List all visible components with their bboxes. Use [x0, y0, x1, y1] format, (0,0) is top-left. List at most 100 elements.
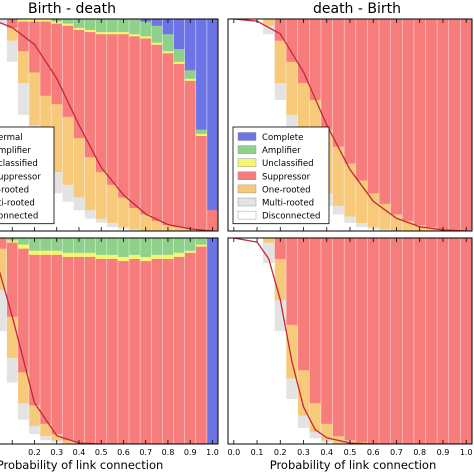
- bar-segment-amplifier: [62, 238, 74, 253]
- bar-segment-suppressor: [286, 19, 299, 62]
- bar-segment-amplifier: [129, 19, 141, 35]
- bar-segment-unclassified: [129, 254, 141, 259]
- bar-segment-suppressor: [140, 38, 152, 215]
- bar-segment-multi-rooted: [262, 25, 275, 35]
- bar-segment-multi-rooted: [332, 205, 345, 215]
- bar-segment-suppressor: [379, 238, 392, 444]
- bar-segment-amplifier: [73, 19, 85, 28]
- bar-segment-one-rooted: [286, 324, 299, 379]
- bar-segment-unclassified: [40, 250, 52, 255]
- bar-segment-suppressor: [140, 260, 152, 444]
- bar-segment-one-rooted: [17, 50, 30, 83]
- fit-curve: [233, 19, 467, 231]
- bar-segment-amplifier: [129, 238, 141, 255]
- bar-segment-multi-rooted: [0, 19, 8, 24]
- bar-segment-suppressor: [402, 19, 415, 221]
- bar-segment-disconnected: [106, 226, 119, 231]
- bar-segment-one-rooted: [40, 423, 52, 437]
- legend-swatch-suppressor: [237, 171, 257, 181]
- bar-segment-multi-rooted: [274, 82, 287, 100]
- bar-segment-unclassified: [40, 19, 52, 22]
- legend: Complete Amplifier Unclassified Suppressor O…: [232, 126, 330, 225]
- legend: ermal mplifier classified uppressor -rooted t…: [0, 126, 55, 225]
- bar-segment-disconnected: [239, 238, 252, 444]
- bar-segment-disconnected: [62, 201, 74, 231]
- legend-label-unclassified: classified: [0, 159, 38, 169]
- bar-segment-multi-rooted: [379, 228, 392, 231]
- bar-segment-amplifier: [184, 238, 197, 251]
- bar-segment-one-rooted: [106, 184, 119, 223]
- panel-top-right: Complete Amplifier Unclassified Suppressor O…: [227, 18, 473, 232]
- bar-segment-one-rooted: [129, 207, 141, 230]
- bar-segment-amplifier: [84, 238, 97, 253]
- fit-curve: [0, 270, 213, 444]
- bar-segment-suppressor: [286, 238, 299, 325]
- bar-segment-multi-rooted: [129, 228, 141, 231]
- x-axis-label-bottom-left: Probability of link connection: [0, 458, 163, 472]
- legend-label-disconnected: Disconnected: [262, 212, 320, 222]
- bar-segment-suppressor: [84, 256, 97, 444]
- bar-segment-disconnected: [332, 214, 345, 231]
- bar-segment-one-rooted: [95, 171, 108, 219]
- x-tick-label: 0.3: [297, 448, 310, 457]
- bar-segment-one-rooted: [344, 163, 357, 217]
- bar-segment-complete: [151, 19, 163, 26]
- legend-label-one-rooted: -rooted: [0, 185, 29, 195]
- bar-segment-complete: [184, 19, 197, 71]
- bar-segment-amplifier: [62, 19, 74, 24]
- bar-segment-one-rooted: [379, 203, 392, 230]
- bar-segment-disconnected: [95, 222, 108, 231]
- bar-segment-suppressor: [184, 252, 197, 444]
- bar-segment-unclassified: [95, 31, 108, 35]
- bar-segment-amplifier: [40, 238, 52, 251]
- bar-segment-unclassified: [84, 252, 97, 257]
- bar-segment-unclassified: [151, 42, 163, 45]
- panel-bottom-left: 0.2 0.3 0.4 0.5 0.6 0.7 0.8 0.9 1.0: [0, 237, 219, 457]
- bar-segment-suppressor: [0, 238, 8, 249]
- bar-segment-unclassified: [117, 256, 130, 262]
- axes-frame: [0, 237, 219, 445]
- bar-segment-suppressor: [460, 19, 472, 231]
- bar-segment-suppressor: [437, 238, 450, 444]
- bar-segment-unclassified: [84, 29, 97, 33]
- bar-segment-disconnected: [297, 427, 310, 444]
- bar-segment-one-rooted: [262, 238, 275, 243]
- legend-swatch-complete: [237, 132, 257, 141]
- bar-segment-unclassified: [17, 19, 30, 22]
- bar-segment-disconnected: [73, 209, 85, 231]
- bar-segment-suppressor: [332, 238, 345, 437]
- bar-segment-suppressor: [425, 19, 438, 228]
- bar-segment-one-rooted: [309, 402, 322, 433]
- bar-segment-unclassified: [162, 254, 174, 259]
- bar-segment-one-rooted: [17, 371, 30, 404]
- bar-segment-amplifier: [51, 238, 63, 251]
- bar-segment-one-rooted: [117, 197, 130, 228]
- bar-segment-suppressor: [355, 19, 368, 181]
- bar-segment-suppressor: [206, 209, 218, 231]
- x-tick-label: 0.5: [344, 448, 357, 457]
- bar-segment-suppressor: [437, 19, 450, 230]
- bar-segment-suppressor: [367, 19, 380, 194]
- bar-segment-suppressor: [309, 19, 322, 100]
- bar-segment-suppressor: [51, 254, 63, 435]
- bar-segment-suppressor: [40, 254, 52, 424]
- x-tick-label: 0.9: [184, 448, 197, 457]
- bar-segment-suppressor: [73, 256, 85, 443]
- bar-segment-amplifier: [162, 33, 174, 52]
- bar-segment-suppressor: [95, 258, 108, 444]
- bar-segment-one-rooted: [173, 226, 186, 231]
- x-tick-label: 0.7: [390, 448, 403, 457]
- bar-segment-suppressor: [73, 29, 85, 139]
- panel-title-top-right: death - Birth: [313, 1, 401, 17]
- bar-segment-suppressor: [274, 19, 287, 41]
- bar-segment-suppressor: [413, 238, 426, 444]
- bar-segment-suppressor: [195, 246, 208, 444]
- bar-segment-amplifier: [84, 19, 97, 30]
- bar-segment-unclassified: [106, 31, 119, 35]
- bar-segment-multi-rooted: [95, 218, 108, 223]
- legend-label-complete: ermal: [0, 133, 23, 143]
- bar-segment-multi-rooted: [73, 197, 85, 211]
- fit-curve: [0, 22, 213, 231]
- bar-segment-suppressor: [106, 258, 119, 444]
